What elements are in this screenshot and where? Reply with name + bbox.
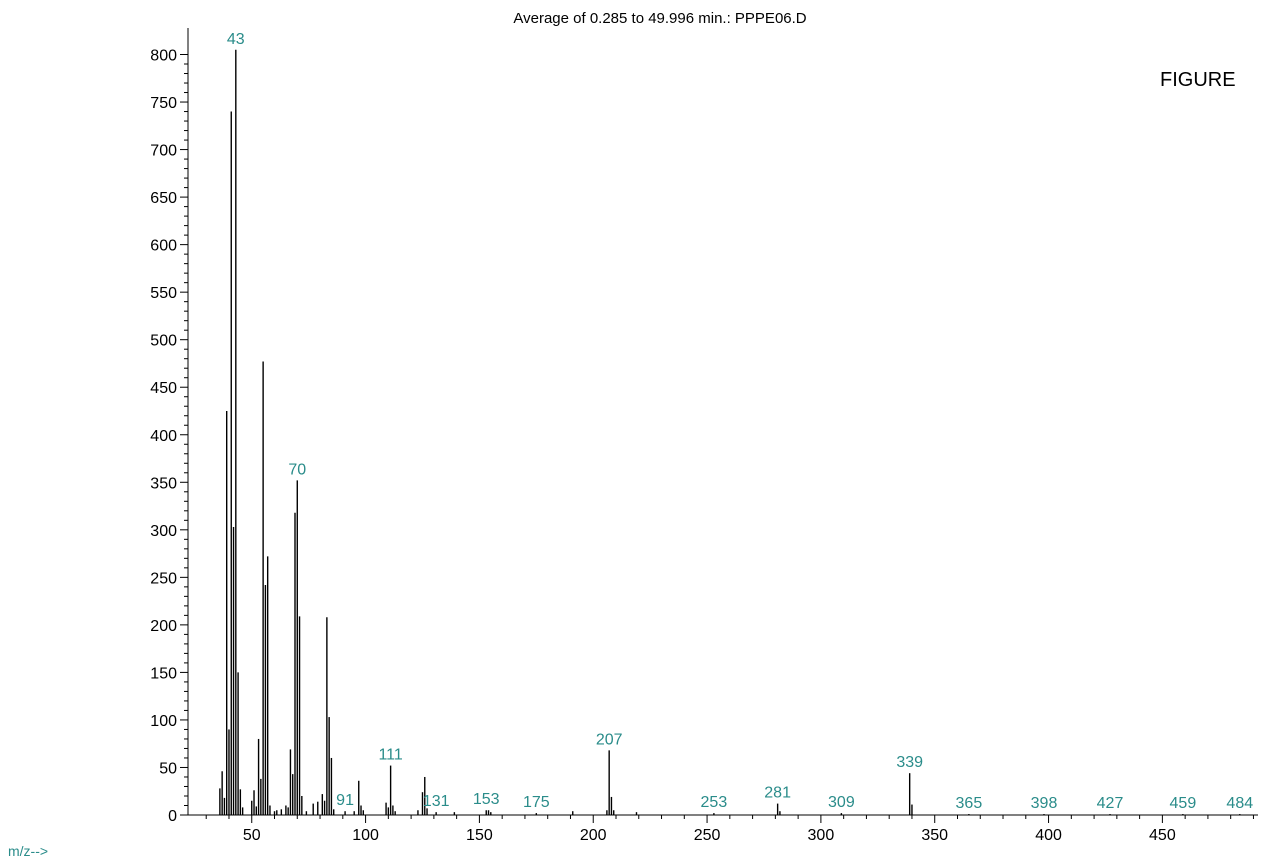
- y-tick-label: 50: [159, 760, 177, 777]
- y-tick-label: 150: [150, 665, 177, 682]
- peak-label: 253: [701, 794, 728, 811]
- peak-label: 459: [1170, 795, 1197, 812]
- axes: 0 50 100 150 200 250 300 350 400 450 500 550 600 650 7…: [150, 28, 1258, 844]
- peak-label: 484: [1226, 795, 1253, 812]
- y-tick-label: 250: [150, 570, 177, 587]
- y-tick-label: 650: [150, 190, 177, 207]
- peak-label: 427: [1097, 795, 1124, 812]
- y-tick-label: 750: [150, 95, 177, 112]
- y-tick-label: 350: [150, 475, 177, 492]
- y-tick-label: 0: [168, 808, 177, 825]
- spectrum-bars: [219, 49, 1241, 815]
- figure-label: FIGURE: [1160, 69, 1236, 91]
- x-tick-label: 250: [694, 827, 721, 844]
- y-tick-label: 450: [150, 380, 177, 397]
- peak-label: 309: [828, 794, 855, 811]
- peak-label: 43: [227, 31, 245, 48]
- x-tick-label: 200: [580, 827, 607, 844]
- x-axis-label: m/z-->: [8, 843, 48, 859]
- peak-label: 365: [956, 795, 983, 812]
- peak-labels: 43 70 91 111 131 153 175 207 253 281 309 339 365 398 4…: [227, 31, 1253, 812]
- peak-label: 70: [288, 461, 306, 478]
- x-tick-label: 450: [1149, 827, 1176, 844]
- x-tick-label: 100: [352, 827, 379, 844]
- peak-label: 91: [336, 792, 354, 809]
- y-tick-label: 300: [150, 523, 177, 540]
- y-tick-label: 200: [150, 618, 177, 635]
- peak-label: 339: [896, 754, 923, 771]
- peak-label: 153: [473, 791, 500, 808]
- y-tick-label: 400: [150, 428, 177, 445]
- chart-title: Average of 0.285 to 49.996 min.: PPPE06.…: [513, 10, 806, 27]
- y-tick-label: 100: [150, 713, 177, 730]
- y-tick-label: 500: [150, 333, 177, 350]
- y-tick-label: 700: [150, 143, 177, 160]
- peak-label: 131: [423, 793, 450, 810]
- peak-label: 207: [596, 731, 623, 748]
- peak-label: 281: [764, 785, 791, 802]
- x-tick-label: 150: [466, 827, 493, 844]
- y-tick-label: 550: [150, 285, 177, 302]
- y-tick-label: 800: [150, 48, 177, 65]
- peak-label: 175: [523, 794, 550, 811]
- peak-label: 398: [1031, 795, 1058, 812]
- peak-label: 111: [378, 747, 402, 764]
- x-tick-label: 300: [808, 827, 835, 844]
- x-tick-label: 400: [1035, 827, 1062, 844]
- x-tick-label: 350: [921, 827, 948, 844]
- y-tick-label: 600: [150, 238, 177, 255]
- x-tick-label: 50: [243, 827, 261, 844]
